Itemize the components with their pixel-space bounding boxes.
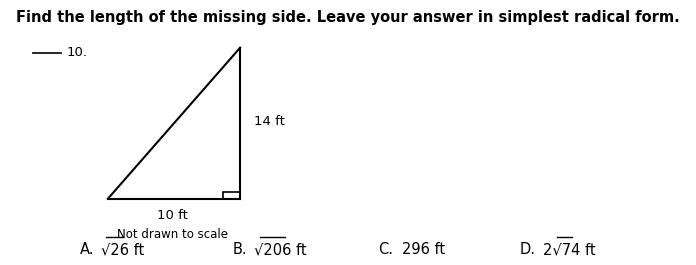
Text: Not drawn to scale: Not drawn to scale	[117, 228, 228, 241]
Text: 14 ft: 14 ft	[254, 115, 285, 129]
Bar	[223, 192, 240, 199]
Text: √26 ft: √26 ft	[101, 242, 144, 257]
Text: √206 ft: √206 ft	[254, 242, 307, 257]
Text: 10.: 10.	[66, 46, 87, 60]
Text: 2√74 ft: 2√74 ft	[543, 242, 596, 257]
Text: 10 ft: 10 ft	[157, 209, 188, 223]
Text: Find the length of the missing side. Leave your answer in simplest radical form.: Find the length of the missing side. Lea…	[16, 10, 680, 25]
Text: D.: D.	[520, 242, 536, 257]
Text: A.: A.	[79, 242, 94, 257]
Text: C.: C.	[378, 242, 393, 257]
Text: 296 ft: 296 ft	[402, 242, 445, 257]
Text: B.: B.	[232, 242, 247, 257]
